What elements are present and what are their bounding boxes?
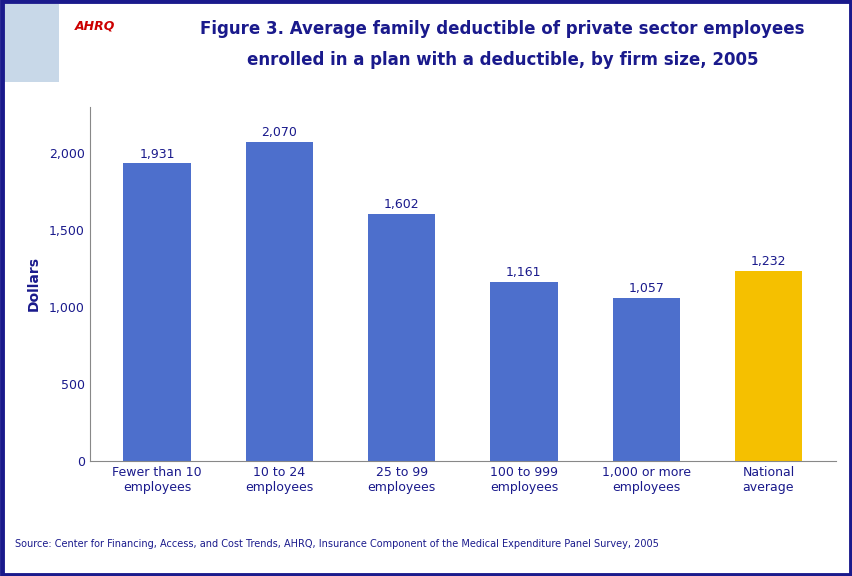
Y-axis label: Dollars: Dollars bbox=[26, 256, 40, 311]
Text: 1,057: 1,057 bbox=[627, 282, 664, 295]
Text: AHRQ: AHRQ bbox=[75, 20, 115, 32]
Text: 1,602: 1,602 bbox=[383, 198, 419, 211]
Bar bbox=[3, 4, 59, 82]
Text: 1,161: 1,161 bbox=[505, 266, 541, 279]
Bar bbox=[124, 164, 191, 461]
Bar bbox=[367, 214, 435, 461]
Text: Figure 3. Average family deductible of private sector employees: Figure 3. Average family deductible of p… bbox=[200, 20, 803, 38]
Text: 1,232: 1,232 bbox=[750, 255, 786, 268]
Bar bbox=[734, 271, 801, 461]
Text: Source: Center for Financing, Access, and Cost Trends, AHRQ, Insurance Component: Source: Center for Financing, Access, an… bbox=[15, 539, 659, 550]
Text: 2,070: 2,070 bbox=[261, 126, 297, 139]
Bar bbox=[612, 298, 679, 461]
Bar bbox=[245, 142, 313, 461]
Text: Advancing
Excellence in
Health Care: Advancing Excellence in Health Care bbox=[74, 41, 116, 58]
Text: enrolled in a plan with a deductible, by firm size, 2005: enrolled in a plan with a deductible, by… bbox=[246, 51, 757, 69]
Text: 1,931: 1,931 bbox=[139, 147, 175, 161]
Bar bbox=[490, 282, 557, 461]
